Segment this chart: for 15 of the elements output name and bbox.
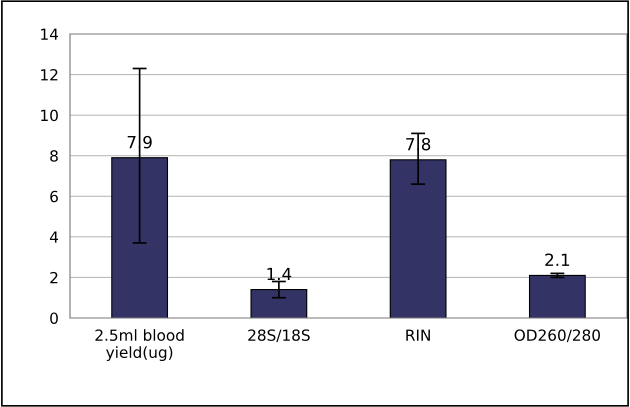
bar <box>528 274 586 318</box>
y-tick-label: 0 <box>50 312 58 324</box>
x-tick-label: 2.5ml blood yield(ug) <box>95 329 184 362</box>
y-tick-label: 4 <box>50 232 58 243</box>
y-tick-label: 12 <box>41 69 58 80</box>
x-tick-label: OD260/280 <box>514 329 600 342</box>
x-tick-label: RIN <box>406 330 430 341</box>
y-tick-label: 8 <box>50 150 58 162</box>
y-tick-label: 6 <box>50 190 58 202</box>
y-tick-label: 2 <box>50 272 58 284</box>
y-tick-label: 10 <box>41 110 58 122</box>
data-label: 1.4 <box>267 268 292 280</box>
data-label: 2.1 <box>545 253 570 266</box>
x-tick-label: 28S/18S <box>248 329 310 342</box>
y-tick-label: 14 <box>41 28 58 40</box>
